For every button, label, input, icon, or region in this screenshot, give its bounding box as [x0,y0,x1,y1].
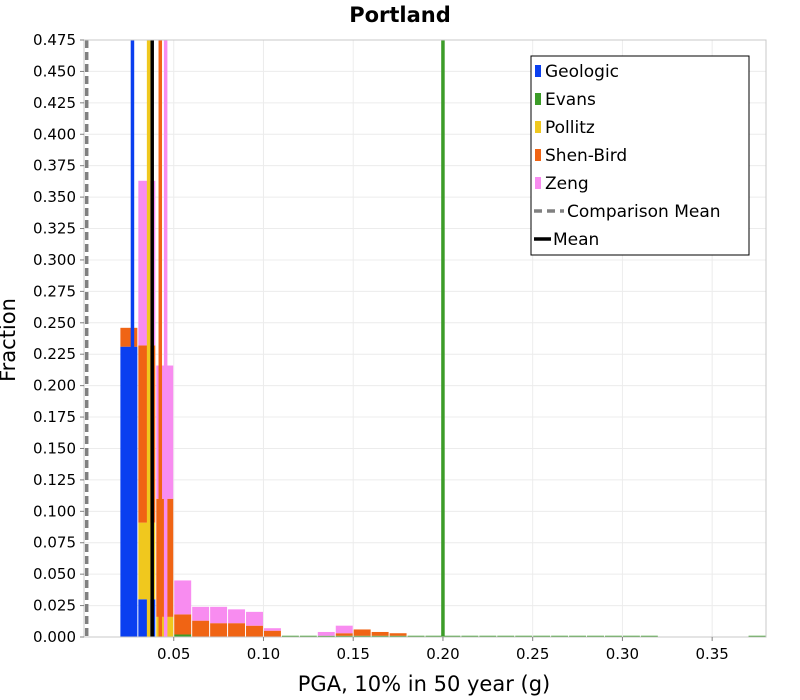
legend-swatch-geologic [535,65,541,77]
bar-evans [748,635,766,637]
y-tick-label: 0.300 [33,251,76,269]
legend-label-shen-bird: Shen-Bird [545,146,627,166]
x-tick-label: 0.10 [247,645,280,663]
legend-box [530,55,750,256]
bar-evans [604,635,622,637]
y-tick-label: 0.450 [33,62,76,80]
plot-frame [83,39,767,638]
x-tick-label: 0.30 [606,645,639,663]
legend-swatch-pollitz [535,121,541,133]
bar-evans [551,635,569,637]
bar-evans [389,635,407,637]
bar-evans [425,635,443,637]
bar-shen-bird [192,620,210,637]
bar-evans [371,635,389,637]
bar-evans [443,635,461,637]
legend-label-comparison-mean: Comparison Mean [567,202,721,222]
legend-label-pollitz: Pollitz [545,118,595,138]
y-tick-label: 0.400 [33,125,76,143]
bar-shen-bird [263,630,281,637]
bar-zeng [246,611,263,626]
y-tick-label: 0.200 [33,377,76,395]
bar-zeng [210,606,228,624]
y-tick-label: 0.250 [33,314,76,332]
bar-evans [317,635,335,637]
legend-label-geologic: Geologic [545,62,619,82]
x-tick-label: 0.20 [426,645,459,663]
chart-title: Portland [349,3,451,27]
bar-geologic [120,346,138,637]
y-tick-label: 0.175 [33,408,76,426]
y-tick-label: 0.100 [33,502,76,520]
bar-shen-bird [120,327,138,347]
legend: Geologic Evans Pollitz Shen-Bird Zeng Compari… [530,55,750,256]
y-tick-label: 0.475 [33,31,76,49]
bar-zeng [317,631,335,636]
bar-evans [533,635,551,637]
y-tick-label: 0.025 [33,597,76,615]
y-tick-label: 0.075 [33,534,76,552]
bar-evans [497,635,515,637]
bar-evans [407,635,425,637]
y-tick-label: 0.000 [33,628,76,646]
bar-evans [353,635,371,637]
x-axis-label: PGA, 10% in 50 year (g) [298,672,550,696]
bar-evans [569,635,587,637]
y-axis-ticks: 0.000 0.025 0.050 0.075 0.100 0.125 0.150 0.175… [33,31,84,646]
bar-evans [281,635,299,637]
bar-shen-bird [246,625,263,637]
y-tick-label: 0.225 [33,345,76,363]
y-axis-label: Fraction [0,298,20,382]
bar-shen-bird [371,631,389,636]
bar-evans [335,635,353,637]
y-tick-label: 0.325 [33,220,76,238]
legend-label-mean: Mean [553,230,599,250]
bar-zeng [335,625,353,634]
bar-zeng [263,628,281,631]
x-axis-ticks: 0.05 0.10 0.15 0.20 0.25 0.30 0.35 [157,637,729,663]
x-tick-label: 0.35 [695,645,728,663]
legend-swatch-zeng [535,177,541,189]
x-tick-label: 0.25 [516,645,549,663]
bar-evans [299,635,317,637]
bar-zeng [192,606,210,621]
legend-label-zeng: Zeng [545,174,589,194]
y-tick-label: 0.275 [33,282,76,300]
y-tick-label: 0.350 [33,188,76,206]
bar-evans [515,635,533,637]
bar-zeng [228,609,246,624]
bar-shen-bird [389,633,407,636]
bar-evans [622,635,640,637]
bar-shen-bird [353,629,371,636]
legend-swatch-shen-bird [535,149,541,161]
bar-shen-bird [335,633,353,636]
bar-evans [479,635,497,637]
x-tick-label: 0.05 [157,645,190,663]
bar-evans [174,634,192,637]
bar-zeng [174,580,192,615]
bar-evans [640,635,658,637]
bar-evans [461,635,479,637]
y-tick-label: 0.050 [33,565,76,583]
bar-shen-bird [228,623,246,637]
y-tick-label: 0.375 [33,157,76,175]
reference-lines [84,40,445,637]
legend-label-evans: Evans [545,90,596,110]
x-tick-label: 0.15 [337,645,370,663]
bar-shen-bird [210,623,228,637]
y-tick-label: 0.425 [33,94,76,112]
bar-shen-bird [174,614,192,635]
legend-swatch-evans [535,93,541,105]
y-tick-label: 0.125 [33,471,76,489]
bar-evans [587,635,604,637]
y-tick-label: 0.150 [33,439,76,457]
